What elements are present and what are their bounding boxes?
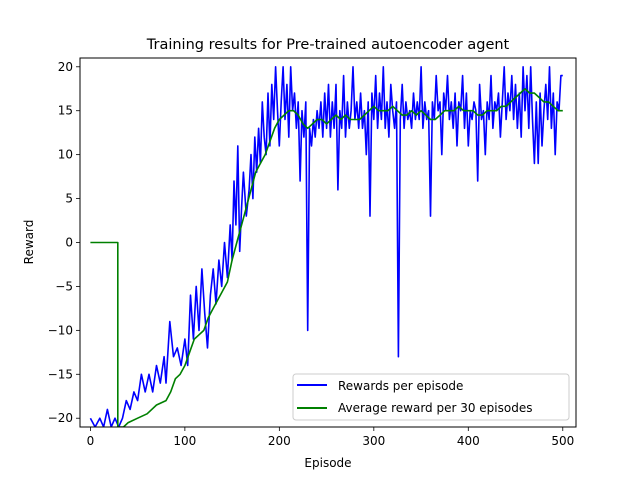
x-tick-label: 500 [551, 434, 574, 448]
x-tick-label: 400 [457, 434, 480, 448]
x-tick-label: 300 [362, 434, 385, 448]
legend-label-rewards: Rewards per episode [338, 379, 463, 393]
legend: Rewards per episode Average reward per 3… [292, 373, 570, 421]
x-axis: 0 100 200 300 400 500 [87, 427, 574, 448]
y-tick-label: 0 [65, 236, 73, 250]
y-tick-label: 5 [65, 192, 73, 206]
y-tick-label: −15 [48, 367, 73, 381]
legend-label-average: Average reward per 30 episodes [338, 401, 532, 415]
x-axis-title: Episode [304, 456, 351, 470]
legend-box [292, 373, 570, 421]
y-tick-label: −5 [55, 279, 73, 293]
series-layer [89, 66, 563, 427]
x-tick-label: 0 [87, 434, 95, 448]
y-tick-label: −20 [48, 411, 73, 425]
y-axis-title: Reward [22, 220, 36, 265]
chart-title: Training results for Pre-trained autoenc… [146, 37, 510, 53]
x-tick-label: 200 [268, 434, 291, 448]
y-axis: −20 −15 −10 −5 0 5 10 15 20 [48, 60, 80, 425]
series-line-average [90, 88, 563, 427]
y-tick-label: 15 [58, 104, 73, 118]
x-tick-label: 100 [173, 434, 196, 448]
y-tick-label: 10 [58, 148, 73, 162]
y-tick-label: 20 [58, 60, 73, 74]
y-tick-label: −10 [48, 323, 73, 337]
